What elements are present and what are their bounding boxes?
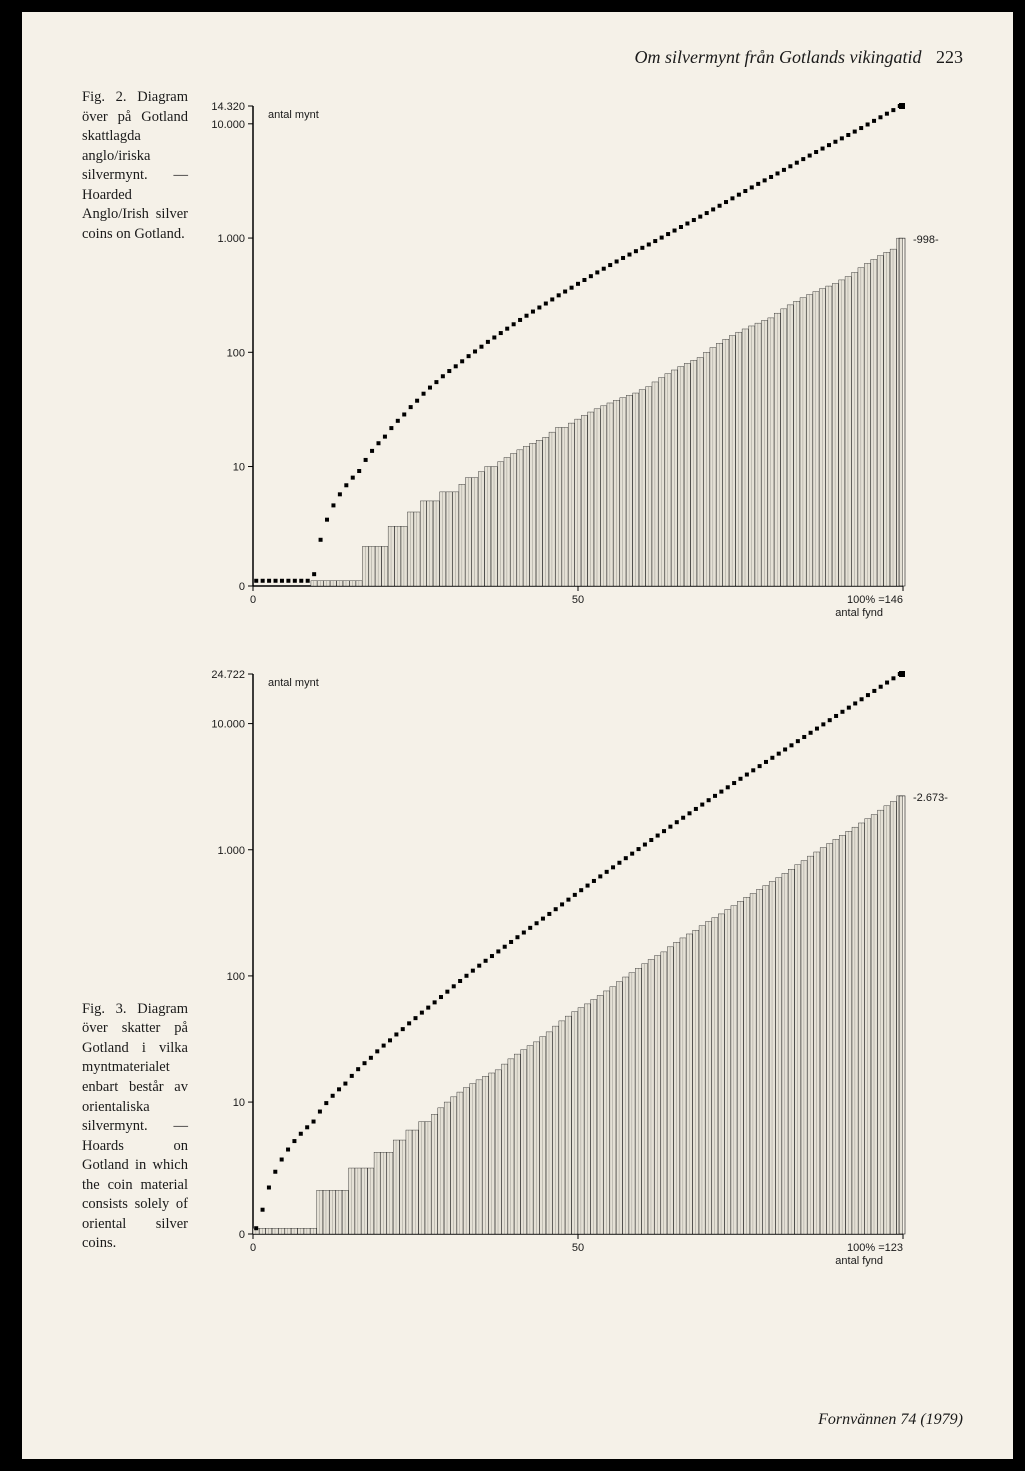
svg-text:24.722: 24.722: [211, 669, 245, 681]
svg-text:0: 0: [239, 581, 245, 593]
svg-text:0: 0: [250, 594, 256, 606]
svg-text:10.000: 10.000: [211, 719, 245, 731]
svg-text:0: 0: [239, 1229, 245, 1241]
svg-text:50: 50: [572, 1242, 584, 1254]
figure-2-row: Fig. 2. Diagram över på Gotland skattlag…: [82, 88, 963, 626]
svg-text:100: 100: [227, 347, 245, 359]
svg-text:100: 100: [227, 971, 245, 983]
svg-text:-998-: -998-: [913, 234, 939, 246]
figure-3-caption: Fig. 3. Diagram över skatter på Gotland …: [82, 1000, 198, 1254]
svg-text:1.000: 1.000: [217, 233, 245, 245]
svg-text:100% =146: 100% =146: [847, 594, 903, 606]
figure-2-chart: 0 10 100 1.000 10.000 14.320 antal mynt 0 50 100%…: [198, 88, 963, 626]
svg-text:antal fynd: antal fynd: [835, 607, 883, 619]
figure-3-chart: 0 10 100 1.000 10.000 24.722 antal mynt 0 50 100%…: [198, 656, 963, 1274]
svg-text:10: 10: [233, 462, 245, 474]
svg-text:14.320: 14.320: [211, 101, 245, 113]
page: Om silvermynt från Gotlands vikingatid 2…: [0, 0, 1025, 1471]
svg-text:-2.673-: -2.673-: [913, 792, 948, 804]
svg-text:1.000: 1.000: [217, 845, 245, 857]
svg-text:10: 10: [233, 1097, 245, 1109]
svg-text:antal mynt: antal mynt: [268, 109, 319, 121]
page-number: 223: [936, 47, 963, 67]
svg-text:50: 50: [572, 594, 584, 606]
figure-2-caption: Fig. 2. Diagram över på Gotland skattlag…: [82, 88, 198, 245]
running-header: Om silvermynt från Gotlands vikingatid 2…: [82, 47, 963, 68]
svg-text:10.000: 10.000: [211, 119, 245, 131]
svg-text:0: 0: [250, 1242, 256, 1254]
svg-text:antal mynt: antal mynt: [268, 677, 319, 689]
svg-text:100% =123: 100% =123: [847, 1242, 903, 1254]
header-title: Om silvermynt från Gotlands vikingatid: [635, 47, 922, 67]
journal-footer: Fornvännen 74 (1979): [818, 1411, 963, 1429]
svg-text:antal fynd: antal fynd: [835, 1255, 883, 1267]
figure-3-row: Fig. 3. Diagram över skatter på Gotland …: [82, 656, 963, 1274]
